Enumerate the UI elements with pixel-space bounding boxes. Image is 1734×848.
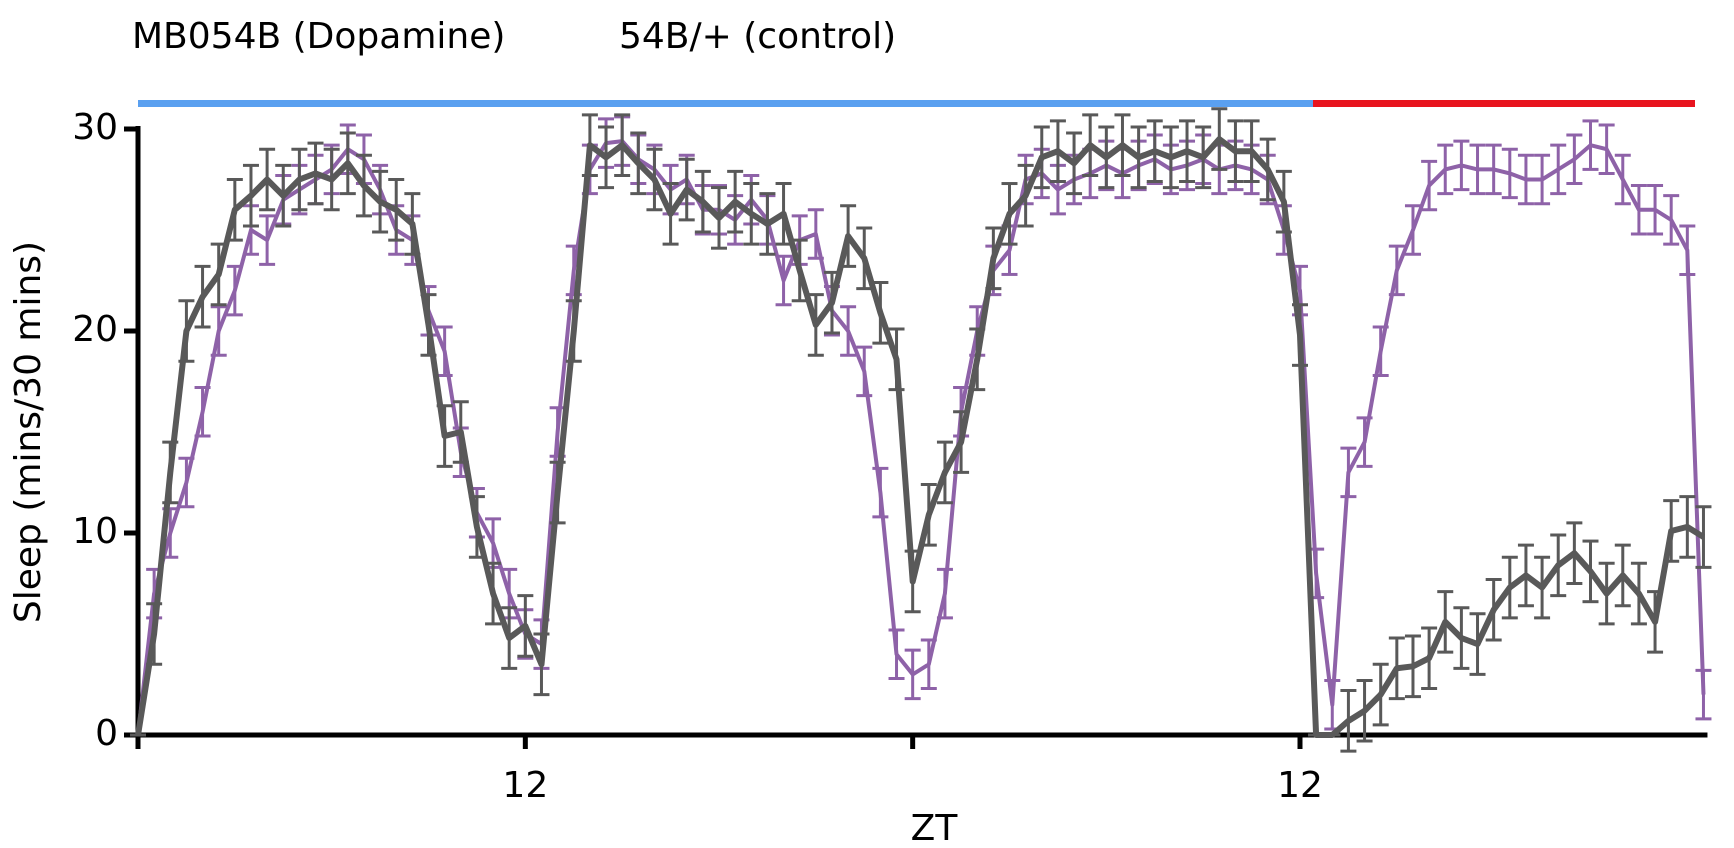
legend-label: 54B/+ (control) — [619, 16, 896, 57]
y-tick-label: 10 — [72, 511, 118, 552]
legend-label: MB054B (Dopamine) — [132, 16, 505, 57]
light-phase-bar — [138, 100, 1313, 107]
x-tick-label: 12 — [1277, 765, 1323, 806]
y-tick-label: 20 — [72, 309, 118, 350]
x-tick-label: 12 — [502, 765, 548, 806]
dark-phase-bar — [1313, 100, 1695, 107]
series-line — [136, 139, 1706, 736]
y-axis-label: Sleep (mins/30 mins) — [8, 241, 49, 623]
x-axis-label: ZT — [911, 808, 959, 848]
series-line — [135, 136, 1706, 738]
y-tick-label: 30 — [72, 107, 118, 148]
y-tick-label: 0 — [95, 713, 118, 754]
